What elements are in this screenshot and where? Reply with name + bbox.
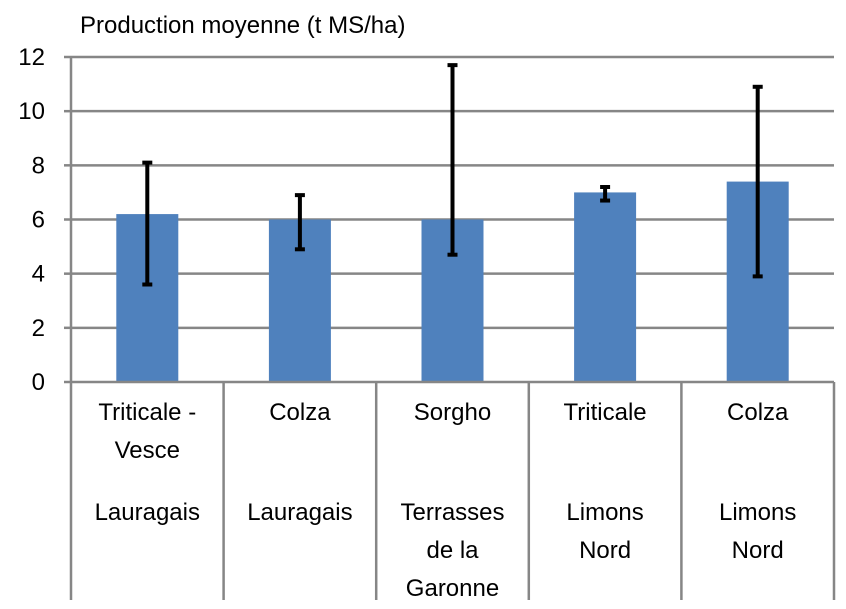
y-tick-label: 6 (32, 207, 45, 234)
y-tick-label: 10 (18, 98, 45, 125)
y-tick-label: 0 (32, 369, 45, 396)
category-site-label: Lauragais (95, 499, 200, 526)
category-crop-label: Colza (269, 399, 331, 426)
category-site-label: Nord (579, 537, 631, 564)
error-bar (447, 63, 458, 257)
y-tick-label: 8 (32, 152, 45, 179)
category-site-label: Nord (732, 537, 784, 564)
x-category: Colza Lauragais (247, 399, 352, 526)
error-bar (752, 84, 763, 279)
y-tick-label: 4 (32, 261, 45, 288)
x-category: Triticale Limons Nord (564, 399, 647, 564)
category-crop-label: Triticale (564, 399, 647, 426)
category-crop-label: Triticale - (98, 399, 196, 426)
y-tick-labels: 0 2 4 6 8 10 12 (18, 44, 45, 396)
x-category: Sorgho Terrasses de la Garonne (400, 399, 504, 602)
category-site-label: Limons (719, 499, 796, 526)
y-tick-label: 2 (32, 315, 45, 342)
category-site-label: Garonne (406, 575, 499, 602)
y-axis-label: Production moyenne (t MS/ha) (80, 12, 406, 39)
x-category: Colza Limons Nord (719, 399, 796, 564)
error-bar (142, 160, 153, 287)
category-site-label: Lauragais (247, 499, 352, 526)
category-crop-label: Colza (727, 399, 789, 426)
error-bar (600, 185, 611, 203)
y-tick-label: 12 (18, 44, 45, 71)
category-crop-label: Sorgho (414, 399, 491, 426)
category-crop-label: Vesce (115, 437, 180, 464)
category-site-label: Terrasses (400, 499, 504, 526)
error-bars (142, 63, 763, 287)
category-site-label: Limons (566, 499, 643, 526)
error-bar (294, 193, 305, 252)
x-category-labels: Triticale - Vesce Lauragais Colza Lauragais S… (95, 399, 797, 602)
axes (64, 55, 836, 600)
bar (574, 192, 637, 382)
x-category: Triticale - Vesce Lauragais (95, 399, 200, 526)
category-site-label: de la (426, 537, 479, 564)
